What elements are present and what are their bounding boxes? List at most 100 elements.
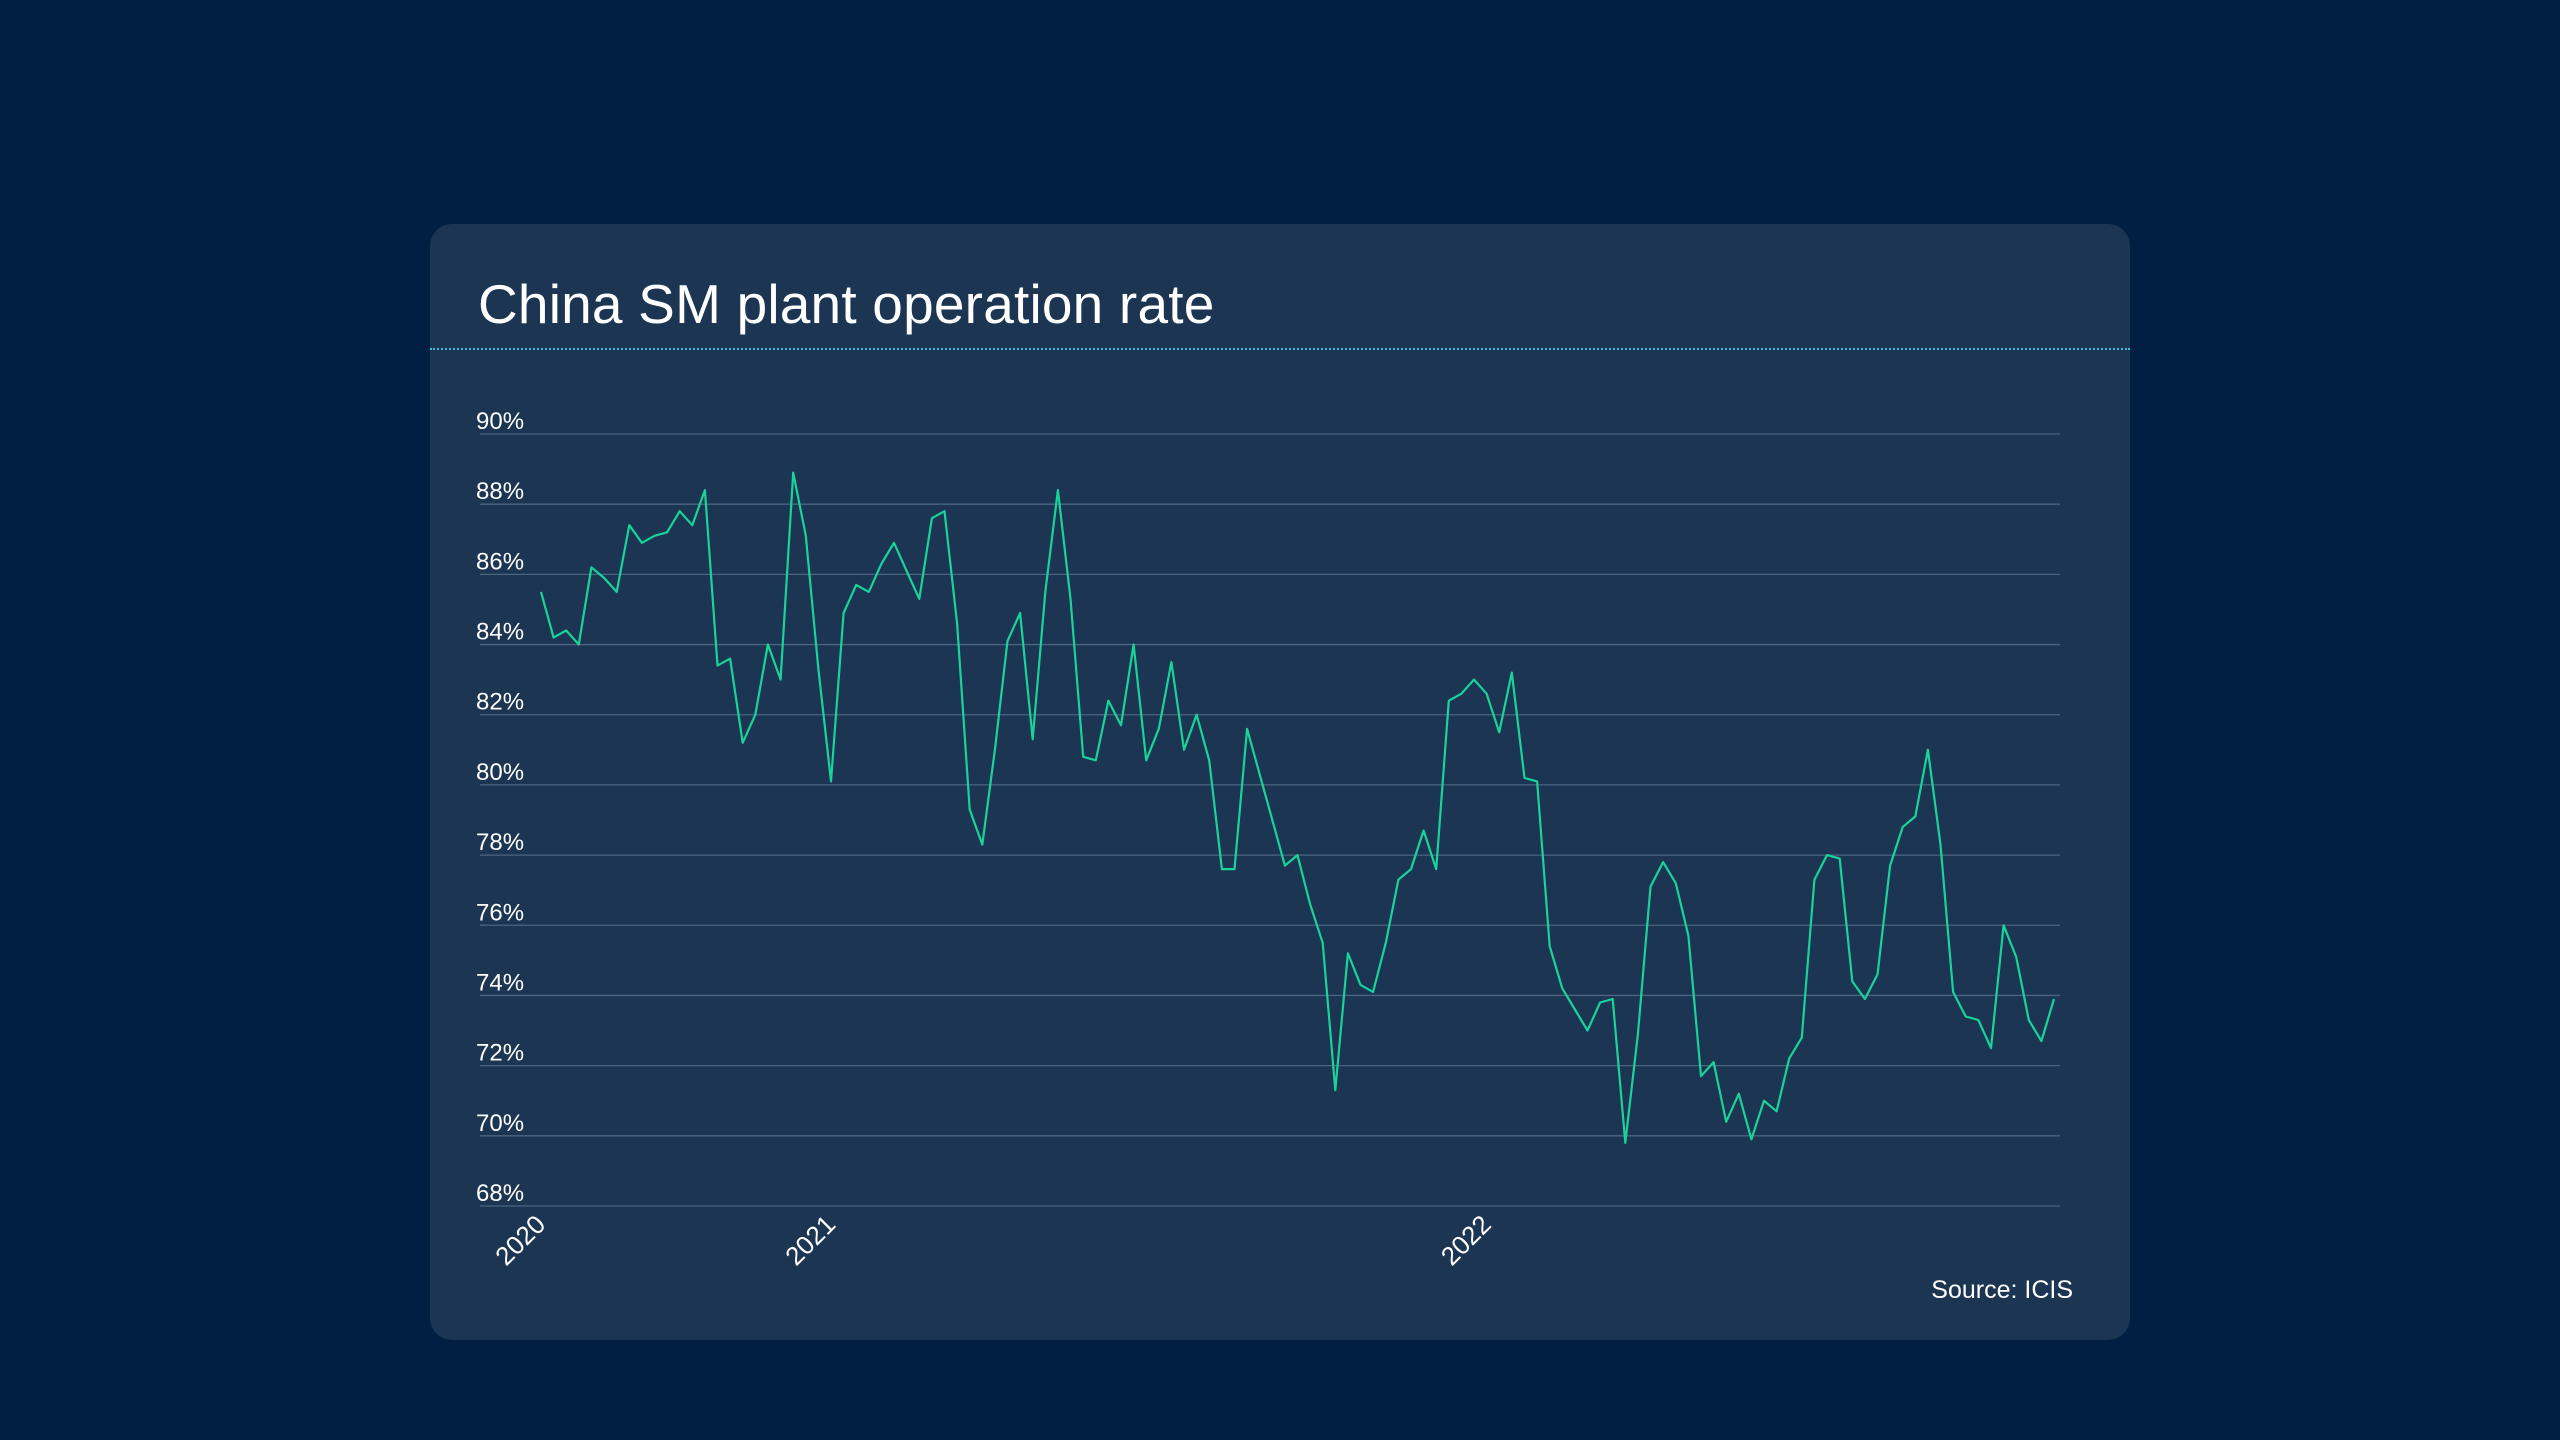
data-point	[1144, 758, 1148, 762]
chart-title: China SM plant operation rate	[478, 273, 1215, 335]
data-point	[1018, 611, 1022, 615]
data-point	[665, 530, 669, 534]
data-point	[1447, 699, 1451, 703]
data-point	[1699, 1074, 1703, 1078]
data-point	[1321, 941, 1325, 945]
y-tick-label: 82%	[476, 689, 524, 716]
data-point	[1850, 979, 1854, 983]
data-point	[968, 808, 972, 812]
data-point	[690, 523, 694, 527]
data-point	[1006, 639, 1010, 643]
data-point	[1523, 776, 1527, 780]
data-point	[577, 643, 581, 647]
data-point	[1182, 748, 1186, 752]
data-point	[1106, 699, 1110, 703]
data-point	[1195, 713, 1199, 717]
data-point	[1548, 944, 1552, 948]
data-point	[1876, 972, 1880, 976]
x-tick-label: 2022	[1435, 1209, 1497, 1271]
gridlines	[480, 433, 2060, 1207]
data-point	[1157, 727, 1161, 731]
data-point	[1472, 678, 1476, 682]
data-point	[1283, 864, 1287, 868]
data-point	[1661, 860, 1665, 864]
data-point	[1043, 590, 1047, 594]
data-point	[1081, 755, 1085, 759]
source-note: Source: ICIS	[1931, 1276, 2073, 1304]
data-point	[1132, 643, 1136, 647]
data-point	[1951, 990, 1955, 994]
data-point	[1724, 1120, 1728, 1124]
data-point	[564, 629, 568, 633]
data-point	[804, 534, 808, 538]
data-point	[1611, 997, 1615, 1001]
data-point	[879, 562, 883, 566]
data-point	[1560, 986, 1564, 990]
y-tick-label: 76%	[476, 899, 524, 926]
series-line-0	[539, 471, 2056, 1144]
data-point	[1384, 941, 1388, 945]
y-axis-ticks: 90% 88% 86% 84% 82% 80% 78% 76% 74% 72% 70% 68%	[476, 408, 524, 1207]
data-point	[1233, 867, 1237, 871]
data-point	[552, 636, 556, 640]
data-point	[943, 509, 947, 513]
data-point	[1207, 758, 1211, 762]
data-point	[1863, 997, 1867, 1001]
data-point	[1434, 867, 1438, 871]
title-divider	[430, 348, 2130, 350]
data-point	[955, 622, 959, 626]
data-point	[602, 576, 606, 580]
line-chart: 90% 88% 86% 84% 82% 80% 78% 76% 74% 72% 70% 68% 202…	[476, 408, 2060, 1271]
y-tick-label: 70%	[476, 1110, 524, 1137]
data-point	[1586, 1029, 1590, 1033]
data-point	[1901, 825, 1905, 829]
data-point	[2027, 1018, 2031, 1022]
data-point	[1712, 1060, 1716, 1064]
x-tick-label: 2021	[779, 1209, 841, 1271]
data-point	[1346, 951, 1350, 955]
data-point	[1497, 730, 1501, 734]
data-point	[1598, 1001, 1602, 1005]
data-point	[917, 597, 921, 601]
data-point	[640, 541, 644, 545]
data-point	[1787, 1057, 1791, 1061]
data-point	[753, 713, 757, 717]
data-point	[2002, 923, 2006, 927]
y-tick-label: 72%	[476, 1040, 524, 1067]
data-point	[892, 541, 896, 545]
data-point	[1270, 818, 1274, 822]
data-point	[1573, 1008, 1577, 1012]
data-point	[1800, 1036, 1804, 1040]
y-tick-label: 74%	[476, 969, 524, 996]
data-point	[539, 590, 543, 594]
data-point	[615, 590, 619, 594]
data-point	[1371, 990, 1375, 994]
data-point	[1812, 878, 1816, 882]
chart-card: China SM plant operation rate 90% 88% 86% 8…	[430, 224, 2130, 1340]
data-point	[678, 509, 682, 513]
data-point	[2039, 1039, 2043, 1043]
data-point	[1636, 1032, 1640, 1036]
data-point	[1359, 983, 1363, 987]
data-point	[1459, 692, 1463, 696]
data-point	[1926, 748, 1930, 752]
data-point	[1333, 1088, 1337, 1092]
data-point	[1031, 737, 1035, 741]
y-tick-label: 88%	[476, 478, 524, 505]
data-point	[1964, 1015, 1968, 1019]
data-point	[816, 667, 820, 671]
data-point	[703, 488, 707, 492]
data-point	[766, 643, 770, 647]
y-tick-label: 78%	[476, 829, 524, 856]
data-point	[716, 664, 720, 668]
data-point	[1510, 671, 1514, 675]
data-point	[1409, 867, 1413, 871]
data-point	[1775, 1109, 1779, 1113]
series-layer	[539, 471, 2056, 1144]
y-tick-label: 84%	[476, 619, 524, 646]
data-point	[854, 583, 858, 587]
data-point	[1119, 723, 1123, 727]
data-point	[1308, 902, 1312, 906]
data-point	[1485, 692, 1489, 696]
data-point	[1913, 815, 1917, 819]
